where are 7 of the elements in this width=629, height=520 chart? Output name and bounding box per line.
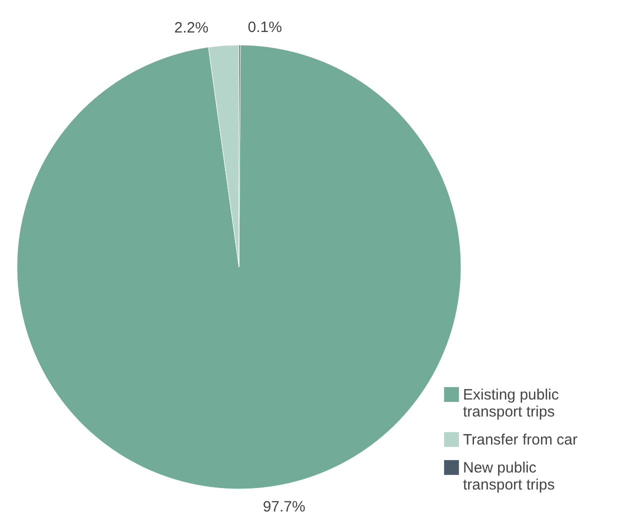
data-label: 0.1% bbox=[248, 19, 282, 36]
legend-label: Existing public transport trips bbox=[463, 386, 560, 420]
legend-label: Transfer from car bbox=[463, 432, 578, 448]
pie-slice bbox=[16, 44, 462, 489]
legend-label: New public transport trips bbox=[463, 460, 555, 494]
data-label: 2.2% bbox=[174, 20, 208, 37]
data-label: 97.7% bbox=[262, 498, 306, 516]
